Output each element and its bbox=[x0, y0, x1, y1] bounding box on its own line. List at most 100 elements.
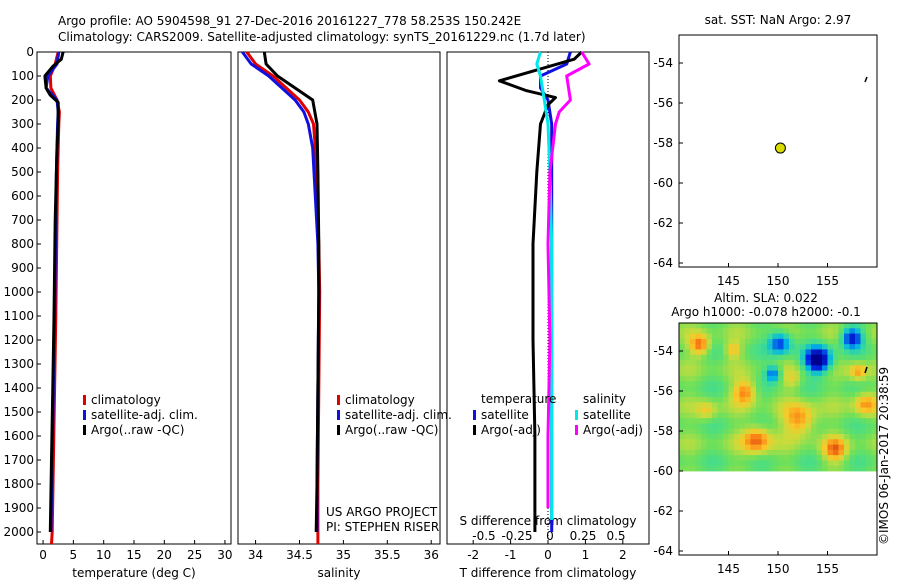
y-tick-label: 100 bbox=[11, 69, 34, 83]
sla-cell bbox=[794, 402, 801, 408]
sla-cell bbox=[723, 386, 729, 393]
sla-cell bbox=[723, 381, 729, 387]
sla-cell bbox=[822, 391, 828, 398]
sla-cell bbox=[679, 328, 685, 334]
sla-cell bbox=[871, 397, 878, 403]
salinity-difference-tick-label: 0.5 bbox=[606, 529, 625, 543]
sla-cell bbox=[816, 465, 823, 472]
sla-cell bbox=[860, 386, 867, 393]
salinity-difference-tick-label: -0.25 bbox=[501, 529, 532, 543]
difference-panel: -2 -1 0 1 2 -0.5 -0.25 0 0.25 0.5S difference fro… bbox=[446, 50, 650, 580]
sla-cell bbox=[772, 449, 779, 456]
sla-cell bbox=[695, 423, 702, 430]
sla-cell bbox=[695, 370, 702, 377]
sla-cell bbox=[767, 349, 773, 356]
legend-swatch bbox=[575, 410, 578, 420]
sla-cell bbox=[838, 344, 845, 350]
sla-cell bbox=[811, 418, 817, 424]
sla-cell bbox=[866, 375, 872, 382]
sla-cell bbox=[750, 402, 757, 408]
sla-cell bbox=[712, 444, 718, 451]
y-tick-label: 800 bbox=[11, 237, 34, 251]
sla-cell bbox=[717, 375, 724, 382]
sla-cell bbox=[833, 402, 839, 408]
sla-cell bbox=[860, 360, 867, 366]
sla-cell bbox=[816, 360, 823, 366]
sla-cell bbox=[750, 444, 757, 451]
sla-cell bbox=[838, 449, 845, 456]
sla-cell bbox=[822, 381, 828, 387]
sla-cell bbox=[712, 328, 718, 334]
sla-cell bbox=[767, 338, 773, 345]
sla-cell bbox=[855, 455, 861, 461]
sla-cell bbox=[871, 328, 878, 334]
sla-cell bbox=[712, 402, 718, 408]
y-tick-label: 1500 bbox=[3, 405, 34, 419]
sla-cell bbox=[684, 328, 691, 334]
sla-cell bbox=[866, 338, 872, 345]
x-tick-label: 0 bbox=[39, 548, 47, 562]
sla-cell bbox=[745, 455, 751, 461]
sla-cell bbox=[871, 354, 878, 361]
sla-cell bbox=[800, 370, 806, 377]
sla-cell bbox=[794, 386, 801, 393]
sla-cell bbox=[728, 444, 735, 451]
sla-cell bbox=[811, 444, 817, 451]
sla-cell bbox=[712, 375, 718, 382]
sla-cell bbox=[701, 333, 707, 340]
sla-cell bbox=[822, 444, 828, 451]
sla-cell bbox=[723, 391, 729, 398]
sla-cell bbox=[827, 455, 834, 461]
sla-cell bbox=[805, 444, 812, 451]
sla-cell bbox=[822, 375, 828, 382]
sla-cell bbox=[767, 423, 773, 430]
legend-label: satellite bbox=[481, 408, 529, 422]
sla-cell bbox=[805, 370, 812, 377]
sla-cell bbox=[800, 391, 806, 398]
sla-cell bbox=[871, 349, 878, 356]
sla-cell bbox=[767, 381, 773, 387]
sla-cell bbox=[756, 407, 762, 414]
y-tick-label: -58 bbox=[653, 136, 673, 150]
sla-cell bbox=[712, 370, 718, 377]
sla-cell bbox=[701, 365, 707, 371]
sla-cell bbox=[761, 365, 768, 371]
sla-cell bbox=[838, 407, 845, 414]
sla-cell bbox=[739, 449, 746, 456]
sla-cell bbox=[690, 455, 696, 461]
sla-cell bbox=[739, 455, 746, 461]
sla-cell bbox=[761, 360, 768, 366]
sla-cell bbox=[827, 397, 834, 403]
sla-cell bbox=[717, 460, 724, 467]
sla-cell bbox=[750, 465, 757, 472]
sla-cell bbox=[701, 397, 707, 403]
salinity-difference-tick-label: -0.5 bbox=[472, 529, 495, 543]
sla-cell bbox=[811, 338, 817, 345]
sla-cell bbox=[871, 391, 878, 398]
sla-cell bbox=[761, 344, 768, 350]
sla-cell bbox=[723, 455, 729, 461]
legend-swatch bbox=[473, 425, 476, 435]
sla-cell bbox=[712, 354, 718, 361]
sla-cell bbox=[739, 381, 746, 387]
sla-cell bbox=[695, 465, 702, 472]
sla-cell bbox=[805, 455, 812, 461]
sla-cell bbox=[706, 434, 713, 440]
sla-cell bbox=[712, 434, 718, 440]
sla-cell bbox=[745, 397, 751, 403]
header-line-1: Argo profile: AO 5904598_91 27-Dec-2016 … bbox=[58, 14, 521, 28]
sla-cell bbox=[871, 428, 878, 435]
sla-cell bbox=[827, 423, 834, 430]
sla-cell bbox=[849, 423, 856, 430]
sla-cell bbox=[772, 360, 779, 366]
sla-cell bbox=[723, 423, 729, 430]
sla-cell bbox=[767, 375, 773, 382]
sla-cell bbox=[728, 397, 735, 403]
sla-cell bbox=[701, 434, 707, 440]
sla-cell bbox=[805, 354, 812, 361]
sla-cell bbox=[717, 370, 724, 377]
sla-cell bbox=[739, 328, 746, 334]
sla-cell bbox=[750, 428, 757, 435]
sla-cell bbox=[712, 439, 718, 445]
sla-cell bbox=[684, 407, 691, 414]
